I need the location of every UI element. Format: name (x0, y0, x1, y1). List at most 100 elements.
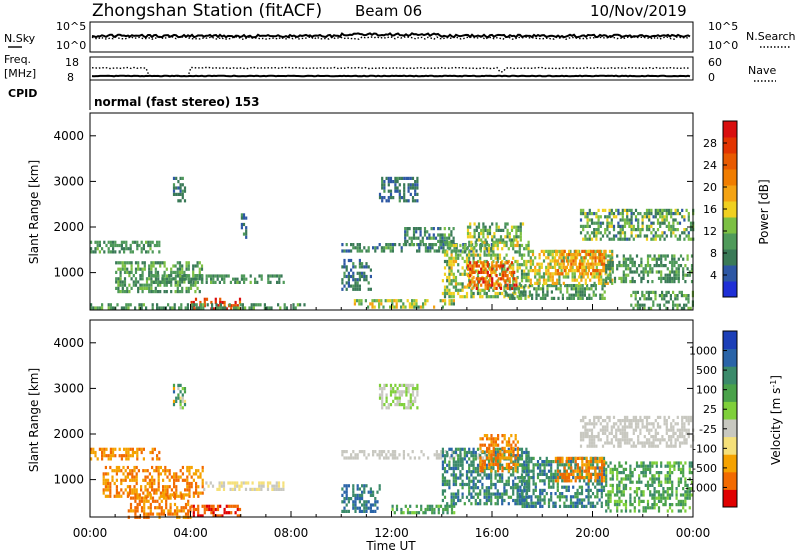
heat-cell (676, 303, 679, 307)
heat-cell (634, 415, 638, 419)
heat-cell (437, 507, 440, 512)
heat-cell (646, 260, 650, 264)
heat-cell (142, 491, 145, 495)
heat-cell (605, 474, 608, 478)
heat-cell (367, 246, 370, 250)
heat-cell (552, 479, 555, 483)
heat-cell (545, 456, 548, 460)
heat-cell (480, 267, 483, 271)
heat-cell (592, 466, 595, 470)
heat-cell (415, 504, 418, 508)
heat-cell (685, 294, 688, 298)
heat-cell (234, 277, 237, 281)
heat-cell (605, 270, 608, 274)
heat-cell (450, 295, 453, 299)
heat-cell (184, 478, 187, 482)
heat-cell (506, 235, 509, 239)
heat-cell (527, 295, 530, 299)
heat-cell (497, 437, 500, 441)
heat-cell (98, 240, 101, 244)
heat-cell (347, 249, 350, 253)
heat-cell (578, 501, 581, 505)
heat-cell (574, 504, 577, 508)
heat-cell (159, 472, 162, 476)
heat-cell (262, 484, 265, 488)
heat-cell (177, 186, 180, 190)
heat-cell (365, 506, 368, 510)
heat-cell (569, 463, 573, 467)
heat-cell (459, 470, 462, 474)
heat-cell (645, 415, 649, 419)
heat-cell (498, 447, 502, 451)
heat-cell (538, 262, 541, 266)
heat-cell (594, 253, 597, 257)
heat-cell (162, 491, 165, 495)
heat-cell (490, 437, 493, 441)
heat-cell (556, 278, 559, 282)
heat-cell (365, 249, 368, 253)
heat-cell (634, 425, 638, 429)
heat-cell (472, 482, 475, 487)
heat-cell (503, 295, 506, 299)
heat-cell (121, 286, 124, 290)
heat-cell (457, 454, 460, 458)
heat-cell (603, 259, 606, 263)
heat-cell (200, 306, 203, 310)
heat-cell (550, 469, 553, 473)
heat-cell (656, 212, 660, 216)
heat-cell (527, 279, 530, 283)
heat-cell (185, 267, 188, 271)
heat-cell (481, 469, 484, 473)
heat-cell (599, 428, 602, 432)
heat-cell (558, 463, 562, 467)
heat-cell (683, 218, 686, 222)
heat-cell (516, 450, 519, 454)
heat-cell (492, 466, 495, 471)
heat-cell (468, 492, 471, 496)
heat-cell (645, 422, 649, 426)
heat-cell (512, 291, 515, 296)
heat-cell (584, 425, 587, 429)
heat-cell (575, 287, 578, 291)
heat-cell (192, 494, 195, 498)
heat-cell (616, 467, 619, 471)
heat-cell (457, 466, 460, 471)
heat-cell (125, 243, 128, 248)
heat-cell (590, 431, 594, 435)
heat-cell (360, 302, 363, 306)
heat-cell (374, 497, 377, 501)
heat-cell (448, 236, 451, 240)
heat-cell (352, 506, 355, 510)
heat-cell (141, 290, 144, 294)
heat-cell (568, 479, 571, 483)
heat-cell (487, 476, 491, 480)
heat-cell (443, 288, 447, 292)
heat-cell (678, 435, 682, 439)
heat-cell (197, 511, 200, 515)
heat-cell (202, 303, 205, 307)
heat-cell (343, 506, 346, 510)
heat-cell (96, 247, 99, 251)
heat-cell (646, 270, 650, 274)
heat-cell (673, 260, 676, 264)
heat-cell (597, 262, 601, 266)
heat-cell (667, 444, 671, 448)
heat-cell (636, 290, 639, 294)
heat-cell (192, 514, 195, 518)
heat-cell (586, 272, 590, 276)
heat-cell (378, 299, 381, 303)
heat-cell (642, 461, 645, 465)
heat-cell (484, 453, 487, 457)
heat-cell (210, 300, 213, 305)
heat-cell (613, 280, 617, 284)
heat-cell (622, 487, 625, 491)
heat-cell (431, 246, 434, 250)
heat-cell (266, 306, 269, 310)
heat-cell (194, 290, 197, 294)
heat-cell (601, 460, 604, 464)
heat-cell (452, 457, 455, 461)
heat-cell (443, 250, 447, 254)
heat-cell (579, 472, 582, 476)
heat-cell (601, 456, 604, 460)
heat-cell (486, 437, 489, 441)
